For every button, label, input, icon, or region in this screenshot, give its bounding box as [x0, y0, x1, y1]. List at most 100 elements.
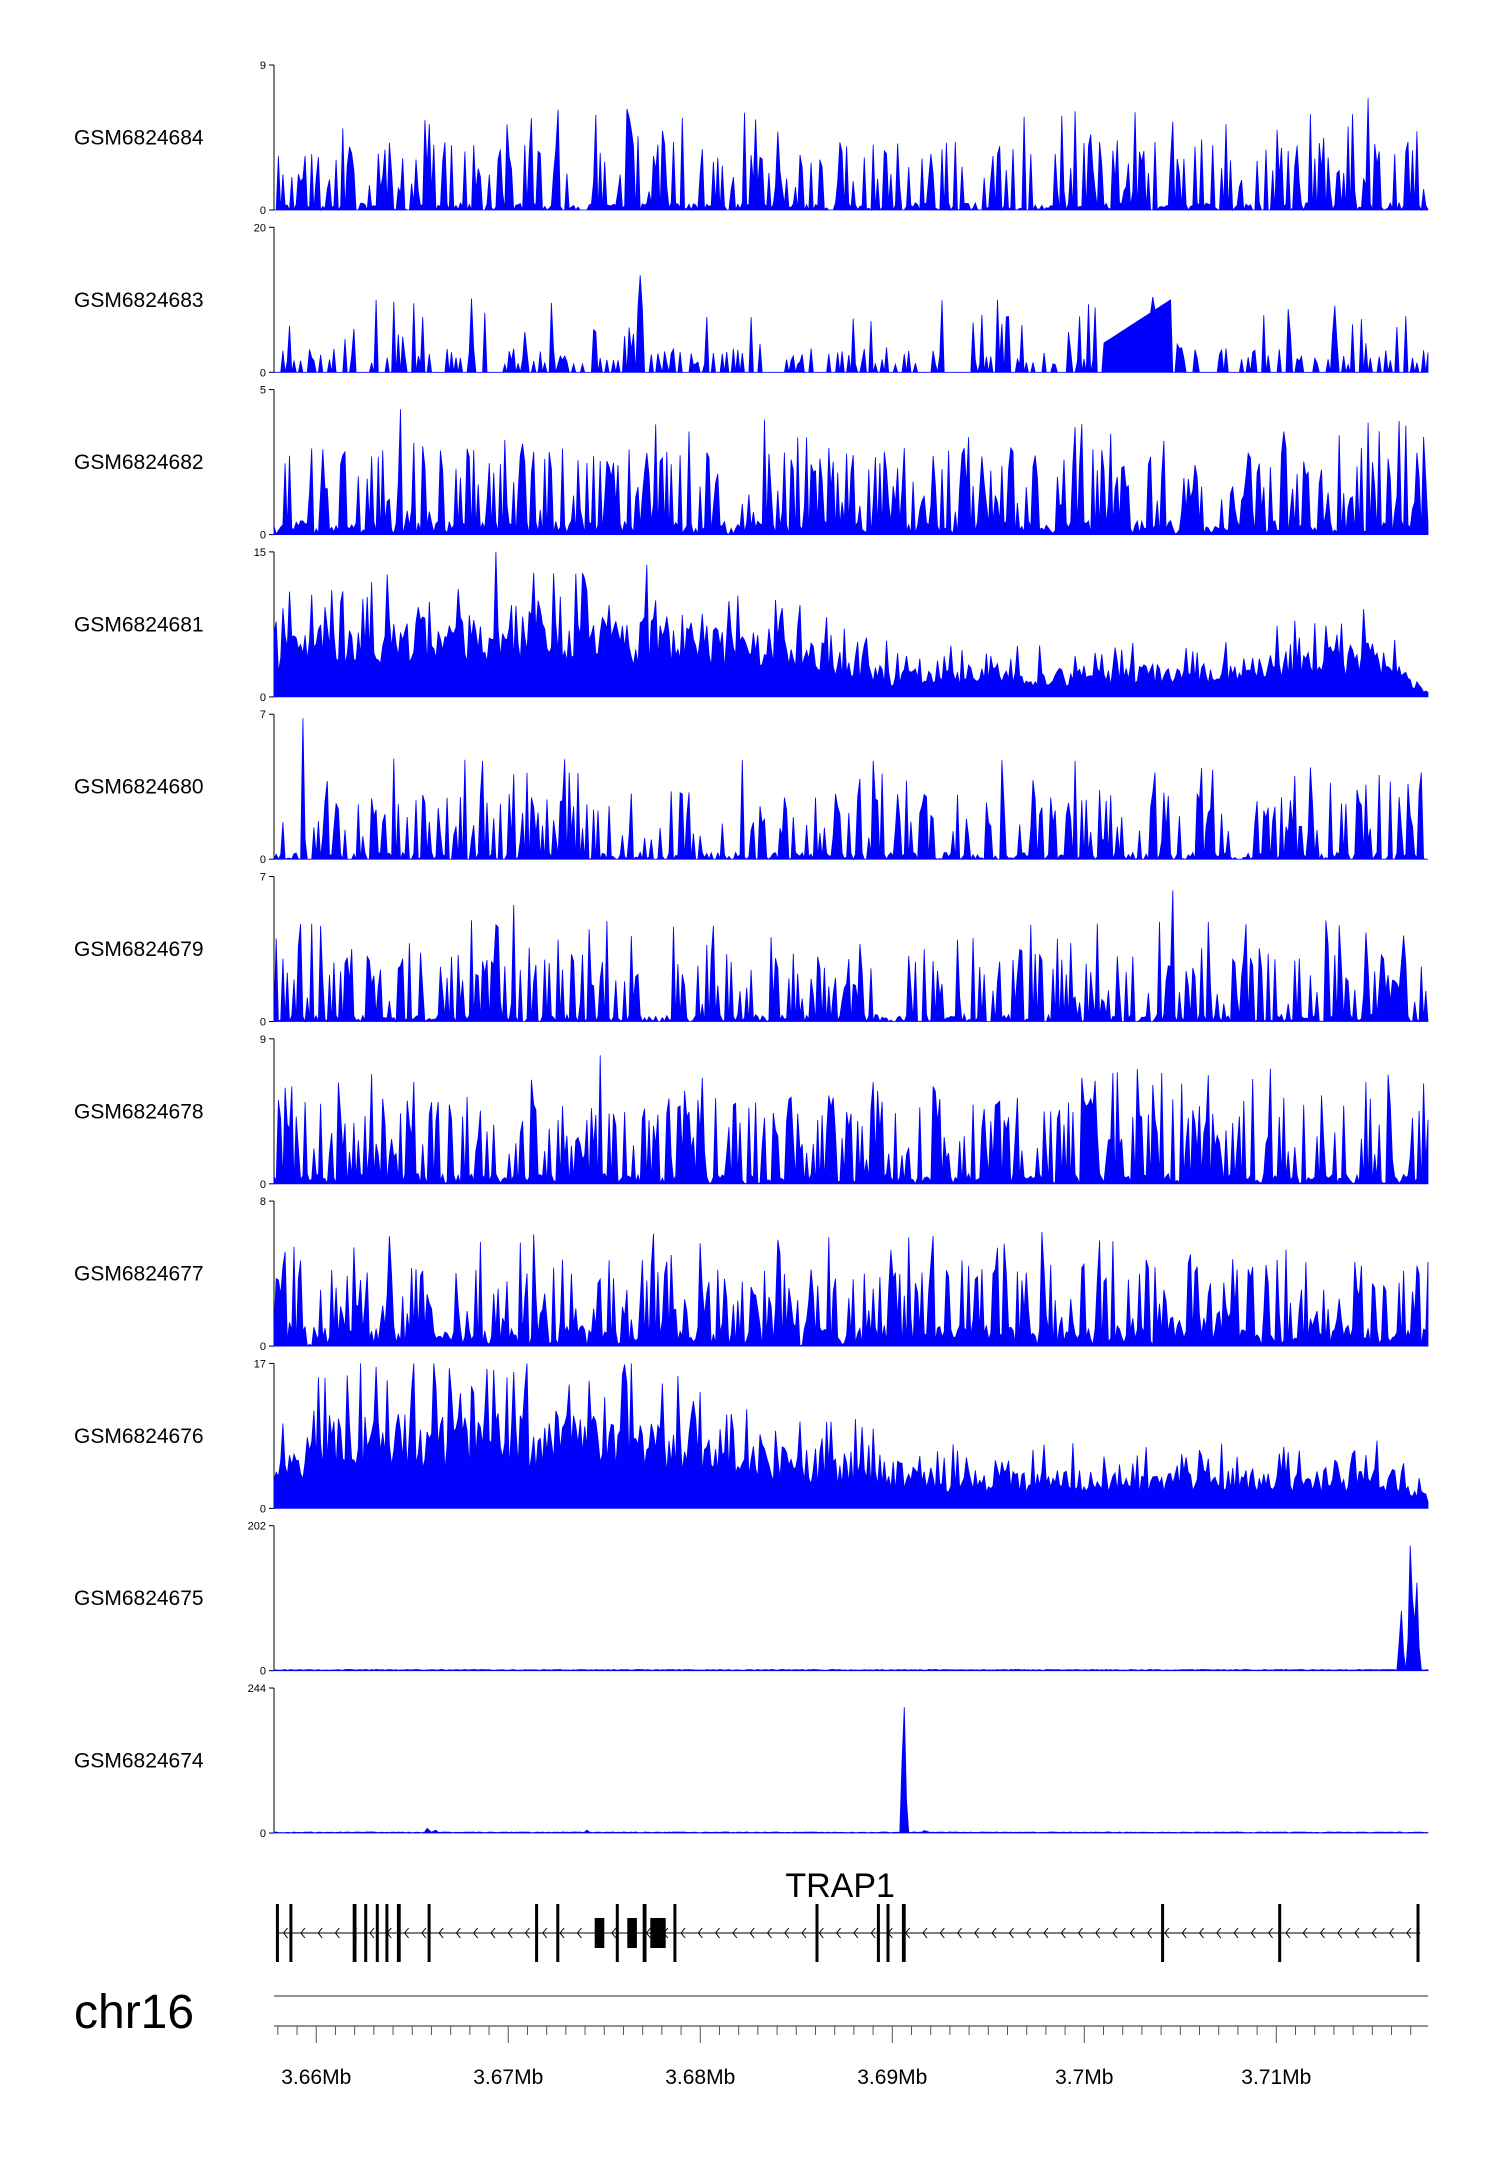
y-min-label: 0 [260, 1666, 266, 1678]
strand-arrow [1077, 1927, 1083, 1939]
y-min-label: 0 [260, 692, 266, 704]
strand-arrow [1302, 1927, 1308, 1939]
y-min-label: 0 [260, 1017, 266, 1029]
strand-arrow [870, 1927, 876, 1939]
signal-GSM6824684 [274, 98, 1429, 212]
exon [642, 1904, 647, 1962]
strand-arrow [1008, 1927, 1014, 1939]
y-min-label: 0 [260, 1503, 266, 1515]
strand-arrow [490, 1927, 496, 1939]
track-label-GSM6824678: GSM6824678 [74, 1100, 204, 1123]
strand-arrow [1371, 1927, 1377, 1939]
gene-name-label: TRAP1 [785, 1867, 895, 1905]
strand-arrow [835, 1927, 841, 1939]
y-max-label: 17 [254, 1358, 266, 1370]
strand-arrow [1319, 1927, 1325, 1939]
exon [396, 1904, 401, 1962]
exon [385, 1904, 389, 1962]
exon [594, 1918, 605, 1948]
strand-arrow [1181, 1927, 1187, 1939]
exon [275, 1904, 279, 1962]
exon [289, 1904, 293, 1962]
signal-GSM6824678 [273, 1055, 1429, 1185]
strand-arrow [455, 1927, 461, 1939]
strand-arrow [1060, 1927, 1066, 1939]
exon [876, 1904, 880, 1962]
axis-tick-label: 3.67Mb [473, 2066, 543, 2089]
y-min-label: 0 [260, 1179, 266, 1191]
signal-GSM6824675 [273, 1545, 1429, 1672]
exon [815, 1904, 819, 1962]
y-min-label: 0 [260, 530, 266, 542]
strand-arrow [576, 1927, 582, 1939]
y-max-label: 5 [260, 385, 266, 397]
strand-arrow [1337, 1927, 1343, 1939]
axis-tick-label: 3.71Mb [1241, 2066, 1311, 2089]
strand-arrow [922, 1927, 928, 1939]
signal-GSM6824682 [273, 409, 1429, 536]
strand-arrow [680, 1927, 686, 1939]
strand-arrow [334, 1927, 340, 1939]
strand-arrow [542, 1927, 548, 1939]
strand-arrow [1026, 1927, 1032, 1939]
strand-arrow [784, 1927, 790, 1939]
strand-arrow [1164, 1927, 1170, 1939]
exon [375, 1904, 379, 1962]
exon [650, 1918, 666, 1948]
strand-arrow [524, 1927, 530, 1939]
y-max-label: 8 [260, 1196, 266, 1208]
strand-arrow [300, 1927, 306, 1939]
strand-arrow [282, 1927, 288, 1939]
signal-GSM6824674 [273, 1707, 1429, 1834]
y-max-label: 20 [254, 222, 266, 234]
exon [364, 1904, 368, 1962]
strand-arrow [1388, 1927, 1394, 1939]
strand-arrow [1250, 1927, 1256, 1939]
strand-arrow [939, 1927, 945, 1939]
exon [352, 1904, 357, 1962]
strand-arrow [1285, 1927, 1291, 1939]
strand-arrow [611, 1927, 617, 1939]
chromosome-label: chr16 [74, 1986, 194, 2039]
exon [901, 1904, 906, 1962]
track-label-GSM6824677: GSM6824677 [74, 1263, 204, 1286]
strand-arrow [818, 1927, 824, 1939]
strand-arrow [1043, 1927, 1049, 1939]
exon [1161, 1904, 1165, 1962]
y-max-label: 7 [260, 709, 266, 721]
strand-arrow [1147, 1927, 1153, 1939]
strand-arrow [1267, 1927, 1273, 1939]
axis-tick-label: 3.69Mb [857, 2066, 927, 2089]
signal-GSM6824681 [273, 551, 1429, 698]
track-label-GSM6824679: GSM6824679 [74, 938, 204, 961]
strand-arrow [732, 1927, 738, 1939]
exon [886, 1904, 890, 1962]
exon [673, 1904, 677, 1962]
signal-GSM6824676 [273, 1363, 1429, 1509]
y-min-label: 0 [260, 1828, 266, 1840]
y-min-label: 0 [260, 1341, 266, 1353]
exon [1416, 1904, 1420, 1962]
strand-arrow [559, 1927, 565, 1939]
y-max-label: 9 [260, 60, 266, 72]
axis-tick-label: 3.66Mb [281, 2066, 351, 2089]
strand-arrow [438, 1927, 444, 1939]
exon [615, 1904, 619, 1962]
strand-arrow [991, 1927, 997, 1939]
track-label-GSM6824682: GSM6824682 [74, 451, 204, 474]
strand-arrow [766, 1927, 772, 1939]
strand-arrow [473, 1927, 479, 1939]
strand-arrow [421, 1927, 427, 1939]
strand-arrow [1216, 1927, 1222, 1939]
strand-arrow [1406, 1927, 1412, 1939]
strand-arrow [697, 1927, 703, 1939]
exon [535, 1904, 539, 1962]
y-max-label: 7 [260, 872, 266, 884]
axis-tick-label: 3.7Mb [1055, 2066, 1113, 2089]
strand-arrow [1354, 1927, 1360, 1939]
signal-GSM6824680 [273, 718, 1428, 861]
strand-arrow [317, 1927, 323, 1939]
signal-GSM6824683 [274, 275, 1429, 373]
y-min-label: 0 [260, 205, 266, 217]
